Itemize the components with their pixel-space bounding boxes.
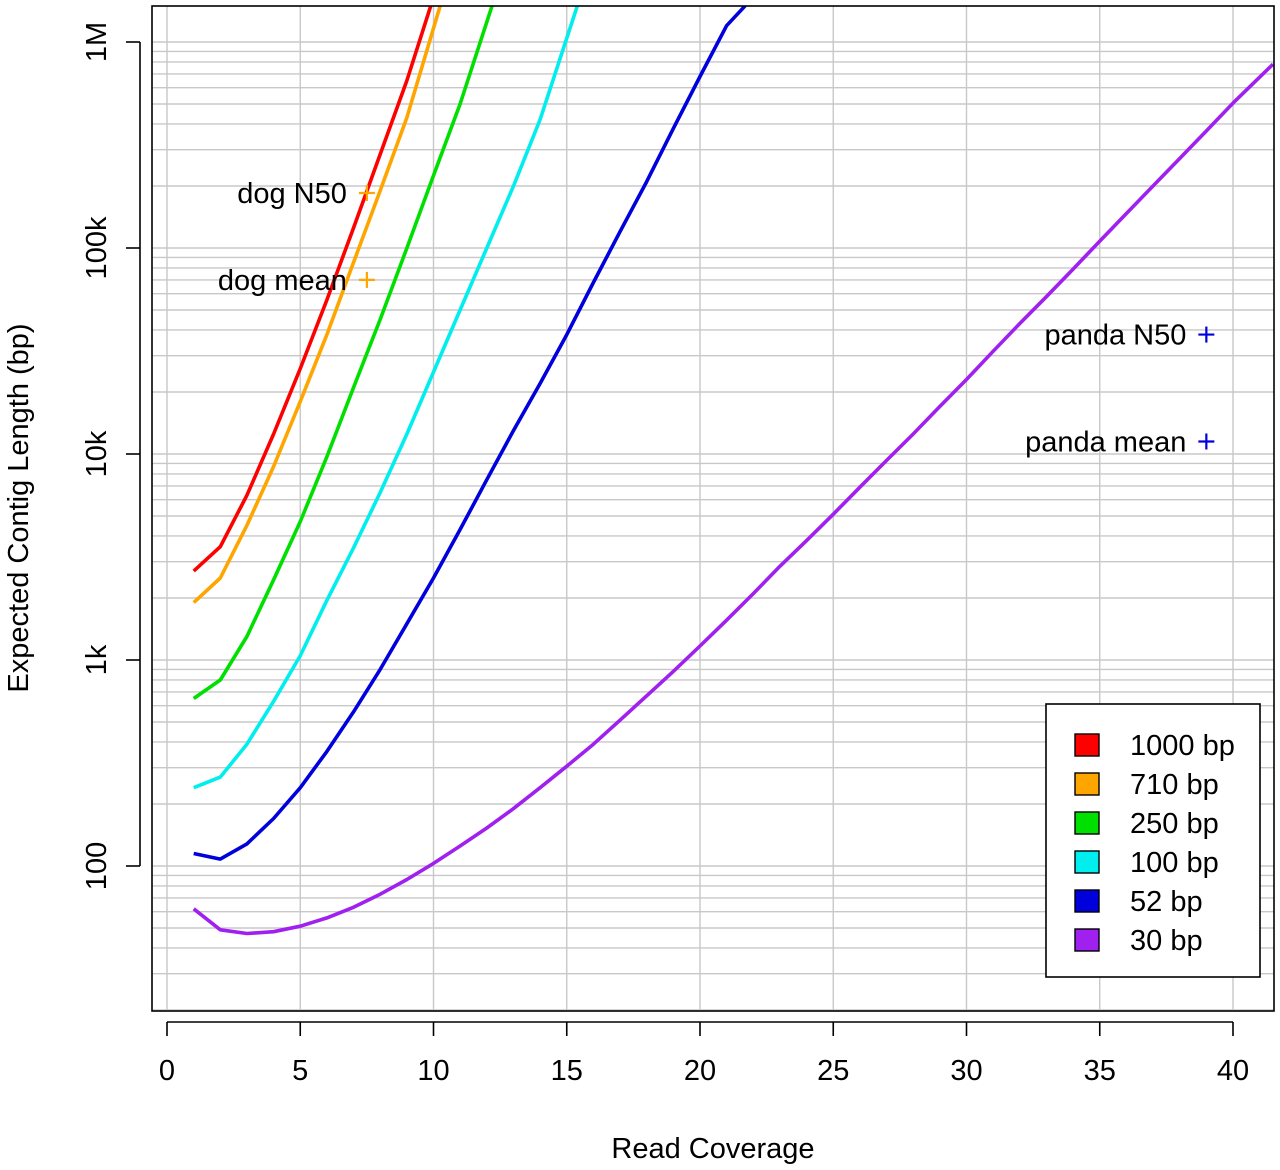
plot-border: [151, 5, 1275, 1012]
annotation-label: dog mean: [218, 265, 347, 297]
x-tick-label: 20: [684, 1055, 716, 1087]
series-group: [192, 6, 1274, 936]
legend-swatch: [1074, 733, 1100, 757]
series-line-30-bp: [192, 62, 1274, 936]
y-tick-label: 1k: [81, 644, 113, 675]
x-tick-label: 35: [1084, 1055, 1116, 1087]
legend-label: 250 bp: [1130, 808, 1219, 840]
series-line-52-bp: [193, 6, 747, 861]
series-line-250-bp: [192, 6, 494, 700]
x-tick-label: 15: [551, 1055, 583, 1087]
y-tick-label: 100k: [81, 216, 113, 279]
series-line-1000-bp: [192, 6, 433, 573]
y-axis: 100 1k 10k 100k 1M: [81, 22, 141, 890]
legend-label: 52 bp: [1130, 886, 1203, 918]
x-axis-title: Read Coverage: [611, 1133, 814, 1165]
y-tick-label: 100: [81, 842, 113, 890]
y-tick-label: 10k: [81, 430, 113, 477]
legend-label: 710 bp: [1130, 769, 1219, 801]
legend-swatch: [1074, 889, 1100, 913]
series-line-710-bp: [192, 6, 442, 604]
legend-swatch: [1074, 811, 1100, 835]
x-tick-label: 10: [417, 1055, 449, 1087]
x-axis: 0 5 10 15 20 25 30 35 40: [159, 1021, 1249, 1087]
y-axis-title: Expected Contig Length (bp): [3, 323, 35, 692]
x-tick-label: 40: [1217, 1055, 1249, 1087]
annotations: dog N50 dog mean panda N50 panda mean: [218, 178, 1215, 458]
x-tick-label: 25: [817, 1055, 849, 1087]
legend-swatch: [1074, 928, 1100, 952]
series-line-100-bp: [193, 6, 580, 790]
annotation-label: dog N50: [237, 178, 347, 210]
legend-swatch: [1074, 772, 1100, 796]
legend-label: 100 bp: [1130, 847, 1219, 879]
legend-label: 30 bp: [1130, 925, 1203, 957]
annotation-label: panda N50: [1044, 320, 1186, 352]
x-tick-label: 30: [950, 1055, 982, 1087]
legend: 1000 bp 710 bp 250 bp 100 bp 52 bp 30 bp: [1045, 703, 1261, 978]
x-tick-label: 0: [159, 1055, 175, 1087]
annotation-label: panda mean: [1025, 426, 1186, 458]
y-tick-label: 1M: [81, 22, 113, 62]
x-tick-label: 5: [292, 1055, 308, 1087]
plot-frame: [151, 5, 1275, 1012]
legend-label: 1000 bp: [1130, 730, 1235, 762]
legend-swatch: [1074, 850, 1100, 874]
